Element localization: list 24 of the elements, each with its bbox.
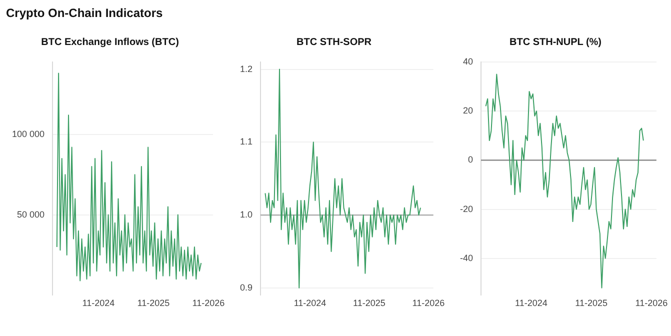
y-tick-label: 0.9 [240,282,253,292]
x-tick-label: 11-2026 [635,298,668,308]
y-tick-label: 100 000 [12,128,45,139]
chart-title: BTC Exchange Inflows (BTC) [41,36,179,48]
text: Crypto On-Chain Indicators [6,6,163,20]
y-tick-label: 20 [462,106,474,116]
y-tick-label: 0 [468,154,474,165]
x-tick-label: 11-2025 [575,298,608,308]
x-tick-label: 11-2025 [353,298,386,308]
y-tick-label: 1.0 [240,210,253,220]
chart-title: BTC STH-SOPR [296,36,372,48]
y-tick-label: -20 [460,204,474,214]
x-tick-label: 11-2024 [515,298,548,308]
chart-title: BTC STH-NUPL (%) [509,36,602,48]
x-tick-label: 11-2025 [137,298,170,308]
y-tick-label: 40 [462,56,474,66]
y-tick-label: 50 000 [17,209,45,220]
x-tick-label: 11-2024 [82,298,115,308]
y-tick-label: 1.2 [240,64,253,74]
y-tick-label: -40 [460,252,474,263]
y-tick-label: 1.1 [240,136,253,147]
x-tick-label: 11-2026 [412,298,445,308]
x-tick-label: 11-2024 [294,298,326,308]
x-tick-label: 11-2026 [192,298,225,308]
